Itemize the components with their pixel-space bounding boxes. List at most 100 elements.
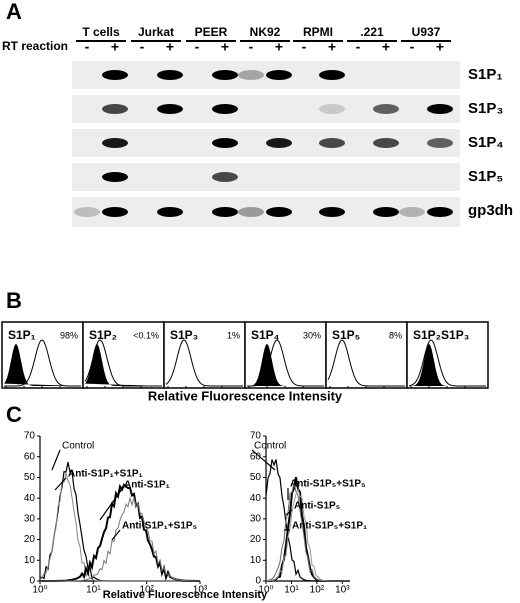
histogram-title: S1P₄ bbox=[251, 328, 280, 342]
annotation-arrow bbox=[251, 449, 276, 471]
rt-sign: + bbox=[221, 39, 229, 55]
histogram-curve bbox=[265, 482, 350, 582]
gel-band bbox=[266, 70, 292, 80]
gel-band bbox=[373, 104, 399, 114]
gel-band bbox=[266, 207, 292, 217]
rt-sign: - bbox=[140, 39, 145, 55]
axis-label: Relative Fluorescence Intensity bbox=[103, 589, 268, 601]
gel-band bbox=[399, 207, 425, 217]
column-label: PEER bbox=[195, 25, 228, 39]
gel-band bbox=[427, 104, 453, 114]
histogram-curve bbox=[265, 488, 350, 582]
gel-band bbox=[238, 207, 264, 217]
gel-band bbox=[319, 70, 345, 80]
gel-lane-strip bbox=[72, 95, 460, 123]
gene-label: gp3dh bbox=[468, 202, 513, 219]
x-tick-label: 10³ bbox=[335, 585, 350, 596]
histogram-percent: <0.1% bbox=[133, 330, 159, 340]
gel-band bbox=[102, 172, 128, 182]
x-tick-label: 10⁰ bbox=[258, 585, 273, 596]
x-tick-label: 10⁰ bbox=[32, 585, 47, 596]
gel-band bbox=[373, 138, 399, 148]
column-label: NK92 bbox=[250, 25, 281, 39]
histogram-title: S1P₃ bbox=[170, 328, 198, 342]
gel-band bbox=[319, 207, 345, 217]
y-tick-label: 20 bbox=[250, 534, 262, 545]
gel-band bbox=[427, 207, 453, 217]
open-peak bbox=[165, 339, 243, 387]
histogram-percent: 30% bbox=[303, 330, 321, 340]
column-label: .221 bbox=[360, 25, 384, 39]
gel-band bbox=[319, 104, 345, 114]
gel-band bbox=[102, 138, 128, 148]
curve-annotation: Anti-S1P₁ bbox=[124, 480, 170, 491]
open-peak bbox=[4, 339, 81, 387]
gel-band bbox=[102, 104, 128, 114]
annotation-arrow bbox=[54, 477, 67, 491]
gene-label: S1P₃ bbox=[468, 100, 503, 117]
axis-label: Relative Fluorescence Intensity bbox=[148, 388, 343, 403]
gel-band bbox=[102, 207, 128, 217]
gel-band bbox=[427, 138, 453, 148]
histogram-percent: 8% bbox=[389, 330, 402, 340]
histogram-percent: 1% bbox=[227, 330, 240, 340]
rt-sign: + bbox=[275, 39, 283, 55]
curve-annotation: Anti-S1P₁+S1P₁ bbox=[68, 469, 143, 480]
histogram-curve bbox=[40, 483, 200, 582]
histogram-title: S1P₂S1P₃ bbox=[413, 328, 469, 342]
gel-band bbox=[266, 138, 292, 148]
panel-label: C bbox=[6, 402, 22, 427]
curve-annotation: Control bbox=[62, 441, 94, 452]
plot-axes bbox=[39, 436, 200, 582]
gel-band bbox=[319, 138, 345, 148]
y-tick-label: 60 bbox=[24, 451, 36, 462]
rt-sign: + bbox=[111, 39, 119, 55]
histogram-title: S1P₅ bbox=[332, 328, 360, 342]
annotation-arrow bbox=[99, 488, 123, 521]
gel-band bbox=[212, 70, 238, 80]
annotation-arrow bbox=[285, 509, 293, 516]
gel-lane-strip bbox=[72, 163, 460, 191]
curve-annotation: Control bbox=[254, 441, 286, 452]
histogram-box bbox=[325, 321, 408, 389]
gel-band bbox=[157, 207, 183, 217]
y-tick-label: 30 bbox=[250, 513, 262, 524]
gene-label: S1P₁ bbox=[468, 66, 503, 83]
filled-peak bbox=[409, 344, 486, 386]
y-tick-label: 60 bbox=[250, 451, 262, 462]
filled-peak bbox=[247, 344, 324, 386]
histogram-curve bbox=[39, 472, 200, 582]
rt-sign: - bbox=[195, 39, 200, 55]
gene-label: S1P₅ bbox=[468, 168, 503, 185]
gel-band bbox=[157, 104, 183, 114]
y-tick-label: 40 bbox=[24, 493, 36, 504]
rt-sign: + bbox=[436, 39, 444, 55]
open-peak bbox=[408, 339, 486, 387]
x-tick-label: 10¹ bbox=[86, 585, 101, 596]
y-tick-label: 0 bbox=[29, 576, 35, 587]
column-label: RPMI bbox=[303, 25, 333, 39]
rt-sign: + bbox=[328, 39, 336, 55]
gel-band bbox=[212, 207, 238, 217]
curve-annotation: Anti-S1P₅+S1P₅ bbox=[290, 479, 366, 490]
row-label: RT reaction bbox=[2, 39, 68, 53]
gel-band bbox=[102, 70, 128, 80]
gel-band bbox=[74, 207, 100, 217]
column-label: Jurkat bbox=[138, 25, 174, 39]
gel-band bbox=[212, 172, 238, 182]
filled-peak bbox=[4, 344, 81, 386]
y-tick-label: 0 bbox=[255, 576, 261, 587]
rt-sign: + bbox=[382, 39, 390, 55]
panel-label: A bbox=[6, 0, 22, 24]
column-label: T cells bbox=[82, 25, 120, 39]
panel-label: B bbox=[6, 288, 22, 313]
y-tick-label: 50 bbox=[24, 472, 36, 483]
open-peak bbox=[327, 339, 405, 387]
y-tick-label: 70 bbox=[250, 431, 262, 442]
rt-sign: - bbox=[302, 39, 307, 55]
y-tick-label: 40 bbox=[250, 493, 262, 504]
y-tick-label: 70 bbox=[24, 431, 36, 442]
y-tick-label: 10 bbox=[24, 555, 36, 566]
gene-label: S1P₄ bbox=[468, 134, 504, 151]
